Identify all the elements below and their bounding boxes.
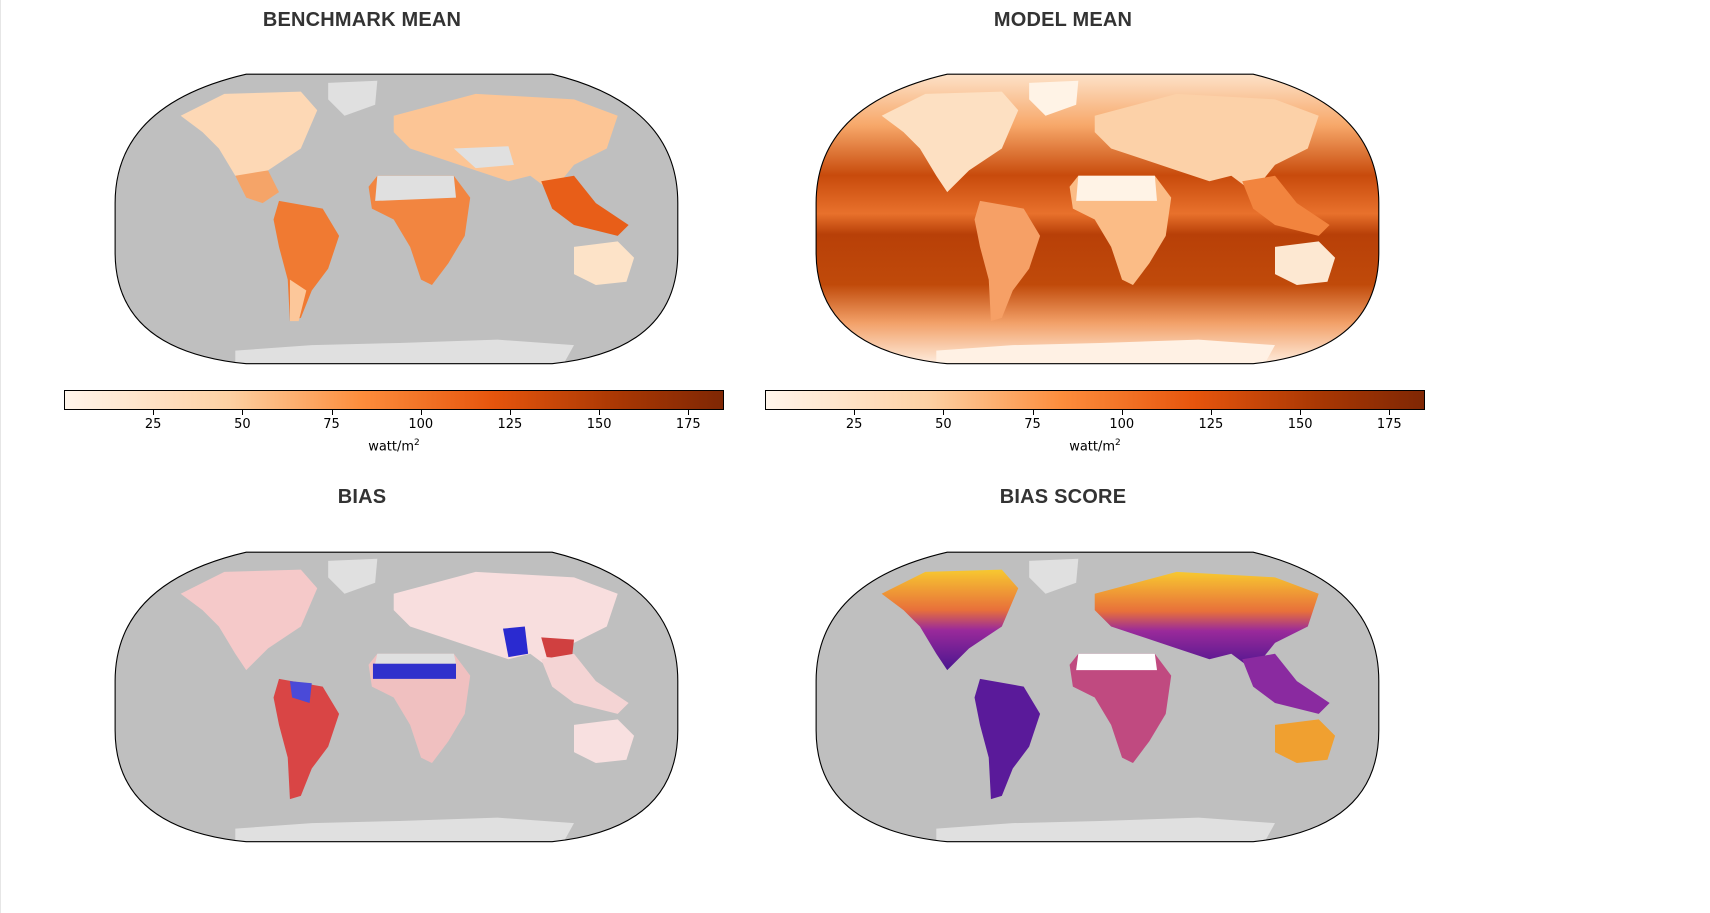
- greenland: [328, 558, 378, 594]
- africa: [1069, 653, 1172, 764]
- north-america: [180, 91, 318, 193]
- antarctica: [235, 339, 574, 364]
- colorbar-tick-label: 125: [497, 417, 523, 432]
- north-america: [881, 569, 1019, 671]
- south-america: [974, 678, 1041, 800]
- benchmark-colorbar-gradient: [65, 391, 723, 409]
- bias-score-map: [815, 550, 1381, 845]
- colorbar-tick-label: 25: [845, 417, 863, 432]
- colorbar-tick: [599, 410, 601, 415]
- africa: [1069, 175, 1172, 286]
- australia: [1275, 719, 1336, 764]
- southeast-asia: [1242, 653, 1330, 714]
- model-mean-map: [815, 72, 1381, 367]
- central-asia-nodata: [453, 146, 514, 169]
- page-edge: [0, 0, 1, 913]
- sahara-nodata: [375, 653, 456, 664]
- australia: [1275, 241, 1336, 286]
- benchmark-mean-globe: [114, 73, 679, 365]
- australia: [574, 241, 635, 286]
- southeast-asia: [1242, 175, 1330, 236]
- bias-title: BIAS: [337, 486, 387, 508]
- model-mean-globe: [815, 73, 1380, 365]
- eurasia: [1094, 571, 1319, 671]
- colorbar-tick: [943, 410, 945, 415]
- colorbar-tick: [509, 410, 511, 415]
- colorbar-tick-label: 75: [1024, 417, 1041, 432]
- globe-outline: [114, 551, 679, 843]
- colorbar-tick: [688, 410, 690, 415]
- benchmark-mean-title: BENCHMARK MEAN: [262, 9, 462, 31]
- benchmark-mean-map: [114, 72, 680, 367]
- south-america: [273, 678, 340, 800]
- colorbar-tick-label: 175: [1376, 417, 1402, 432]
- colorbar-tick-label: 50: [234, 417, 251, 432]
- sahara: [1076, 175, 1157, 201]
- benchmark-colorbar-box: [64, 390, 724, 410]
- colorbar-tick: [854, 410, 856, 415]
- southeast-asia: [541, 653, 629, 714]
- colorbar-tick: [420, 410, 422, 415]
- colorbar-tick: [331, 410, 333, 415]
- colorbar-tick-label: 100: [408, 417, 434, 432]
- australia: [574, 719, 635, 764]
- greenland: [1029, 558, 1079, 594]
- bias-score-globe: [815, 551, 1380, 843]
- colorbar-tick-label: 175: [675, 417, 701, 432]
- sahara-nodata: [1076, 653, 1157, 671]
- greenland: [1029, 80, 1079, 116]
- central-america: [235, 170, 279, 204]
- globe-outline: [815, 551, 1380, 843]
- southeast-asia: [541, 175, 629, 236]
- bias-score-title: BIAS SCORE: [999, 486, 1127, 508]
- model-colorbar: 25 50 75 100 125 150 175 watt/m2: [765, 390, 1425, 460]
- amazon-negative-bias: [289, 681, 312, 703]
- greenland: [328, 80, 378, 116]
- colorbar-tick: [1121, 410, 1123, 415]
- antarctica: [235, 817, 574, 842]
- north-america: [180, 569, 318, 671]
- colorbar-tick: [242, 410, 244, 415]
- colorbar-tick: [1389, 410, 1391, 415]
- colorbar-tick-label: 125: [1198, 417, 1224, 432]
- north-america: [881, 91, 1019, 193]
- globe-outline: [114, 73, 679, 365]
- globe-outline: [815, 73, 1380, 365]
- model-colorbar-box: [765, 390, 1425, 410]
- benchmark-colorbar-unit: watt/m2: [368, 438, 420, 455]
- antarctica: [936, 817, 1275, 842]
- antarctica: [936, 339, 1275, 364]
- colorbar-tick-label: 150: [1287, 417, 1313, 432]
- eurasia: [1094, 93, 1319, 193]
- colorbar-tick: [1300, 410, 1302, 415]
- colorbar-tick-label: 75: [323, 417, 340, 432]
- south-america-south: [289, 279, 307, 322]
- india-negative-bias: [502, 626, 529, 658]
- colorbar-tick-label: 50: [935, 417, 952, 432]
- bias-globe: [114, 551, 679, 843]
- eurasia: [393, 93, 618, 193]
- colorbar-tick-label: 25: [144, 417, 162, 432]
- colorbar-tick: [1210, 410, 1212, 415]
- south-america: [974, 200, 1041, 322]
- model-mean-title: MODEL MEAN: [993, 9, 1133, 31]
- china-positive-bias: [541, 637, 574, 660]
- model-colorbar-unit: watt/m2: [1069, 438, 1121, 455]
- africa: [368, 653, 471, 764]
- africa: [368, 175, 471, 286]
- sahara-nodata: [375, 175, 456, 201]
- benchmark-colorbar: 25 50 75 100 125 150 175 watt/m2: [64, 390, 724, 460]
- sahel-negative-bias: [372, 663, 456, 679]
- colorbar-tick: [1032, 410, 1034, 415]
- colorbar-tick-label: 100: [1109, 417, 1135, 432]
- colorbar-tick: [153, 410, 155, 415]
- bias-map: [114, 550, 680, 845]
- colorbar-tick-label: 150: [586, 417, 612, 432]
- model-colorbar-gradient: [766, 391, 1424, 409]
